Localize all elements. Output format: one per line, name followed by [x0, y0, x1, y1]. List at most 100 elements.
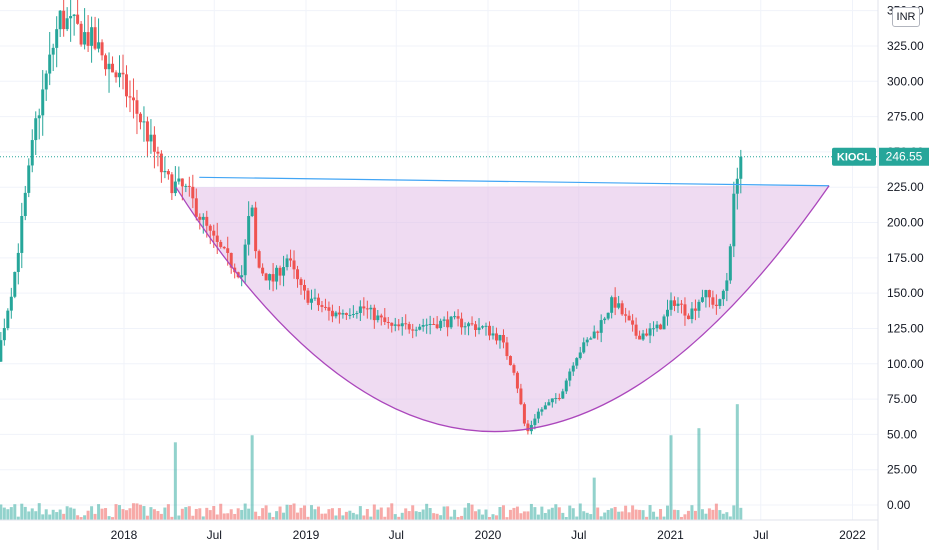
time-axis[interactable]: 2018 Jul 2019 Jul 2020 Jul 2021 Jul 2022: [0, 519, 878, 542]
volume-bar: [547, 509, 551, 520]
candle-body: [44, 73, 48, 90]
volume-bar: [282, 512, 286, 520]
candle-body: [571, 365, 575, 372]
candle-body: [27, 165, 31, 193]
volume-bar: [285, 504, 289, 520]
y-tick-label: 125.00: [887, 321, 924, 335]
volume-bar: [421, 509, 425, 520]
candle-body: [383, 317, 387, 322]
x-tick-label: 2018: [111, 528, 138, 542]
volume-bar: [505, 517, 509, 520]
candle-body: [0, 340, 3, 362]
candle-body: [641, 333, 645, 340]
volume-bar: [690, 505, 694, 520]
volume-bar: [187, 506, 191, 520]
volume-bar: [86, 510, 90, 520]
candle-body: [330, 310, 334, 317]
candle-body: [659, 324, 663, 330]
candle-body: [48, 54, 52, 74]
candle-body: [666, 309, 670, 317]
candle-body: [536, 411, 540, 419]
candle-body: [582, 342, 586, 353]
y-tick-label: 225.00: [887, 180, 924, 194]
volume-bar: [634, 509, 638, 520]
volume-bar: [379, 507, 383, 520]
volume-bar: [404, 508, 408, 520]
symbol-tag-text: KIOCL: [837, 152, 872, 164]
volume-bar: [620, 511, 624, 520]
volume-bar: [128, 508, 132, 520]
candle-body: [118, 72, 122, 78]
volume-bar: [453, 509, 457, 520]
candle-body: [732, 193, 736, 247]
volume-bar: [561, 512, 565, 520]
candle-body: [170, 174, 174, 194]
volume-bar: [212, 506, 216, 520]
volume-bar: [9, 507, 13, 520]
volume-bar: [679, 516, 683, 520]
candle-body: [550, 398, 554, 403]
volume-bar: [383, 516, 387, 520]
candle-body: [351, 314, 355, 316]
volume-bar: [592, 477, 596, 520]
volume-bar: [278, 506, 282, 520]
candle-body: [149, 134, 153, 142]
volume-bar: [208, 510, 212, 520]
candle-body: [645, 333, 649, 336]
candle-body: [679, 303, 683, 305]
candle-body: [662, 316, 666, 330]
candle-body: [467, 323, 471, 327]
volume-bar: [624, 505, 628, 520]
candle-body: [575, 358, 579, 366]
x-tick-label: 2020: [475, 528, 502, 542]
candle-body: [128, 96, 132, 98]
volume-bar: [435, 513, 439, 520]
volume-bar: [477, 509, 481, 520]
candle-body: [222, 246, 226, 249]
candle-body: [547, 402, 551, 406]
candle-body: [606, 312, 610, 319]
volume-bar: [170, 516, 174, 520]
candle-body: [474, 324, 478, 331]
volume-bar: [707, 508, 711, 520]
candle-body: [184, 185, 188, 187]
volume-bar: [432, 513, 436, 520]
candle-body: [327, 307, 331, 311]
candle-body: [672, 300, 676, 306]
candle-body: [631, 320, 635, 325]
volume-bar: [393, 514, 397, 520]
volume-bar: [90, 506, 94, 520]
candle-body: [131, 97, 135, 101]
candle-body: [62, 10, 66, 30]
volume-bar: [184, 507, 188, 520]
price-tag-text: 246.55: [886, 150, 923, 164]
volume-bar: [428, 508, 432, 520]
chart-overlays: [0, 156, 878, 433]
volume-bar: [655, 516, 659, 520]
candle-body: [561, 391, 565, 399]
candle-body: [337, 312, 341, 315]
candle-body: [358, 306, 362, 313]
price-axis[interactable]: 0.00 25.00 50.00 75.00 100.00 125.00 150.00 175…: [877, 0, 924, 550]
candle-body: [421, 325, 425, 327]
volume-bar: [543, 512, 547, 520]
volume-bar: [585, 512, 589, 520]
volume-bar: [714, 503, 718, 520]
volume-bar: [739, 507, 743, 520]
candle-body: [505, 342, 509, 357]
volume-bar: [491, 514, 495, 520]
y-tick-label: 325.00: [887, 39, 924, 53]
candle-body: [138, 113, 142, 123]
volume-bar: [484, 509, 488, 520]
currency-badge[interactable]: INR: [892, 7, 920, 27]
volume-bar: [100, 508, 104, 520]
candle-body: [652, 328, 656, 330]
candle-body: [344, 313, 348, 315]
volume-bar: [498, 507, 502, 520]
volume-bar: [2, 507, 6, 520]
cup-pattern: [175, 185, 830, 432]
volume-bar: [652, 511, 656, 520]
volume-bar: [676, 510, 680, 520]
volume-bar: [20, 503, 24, 520]
